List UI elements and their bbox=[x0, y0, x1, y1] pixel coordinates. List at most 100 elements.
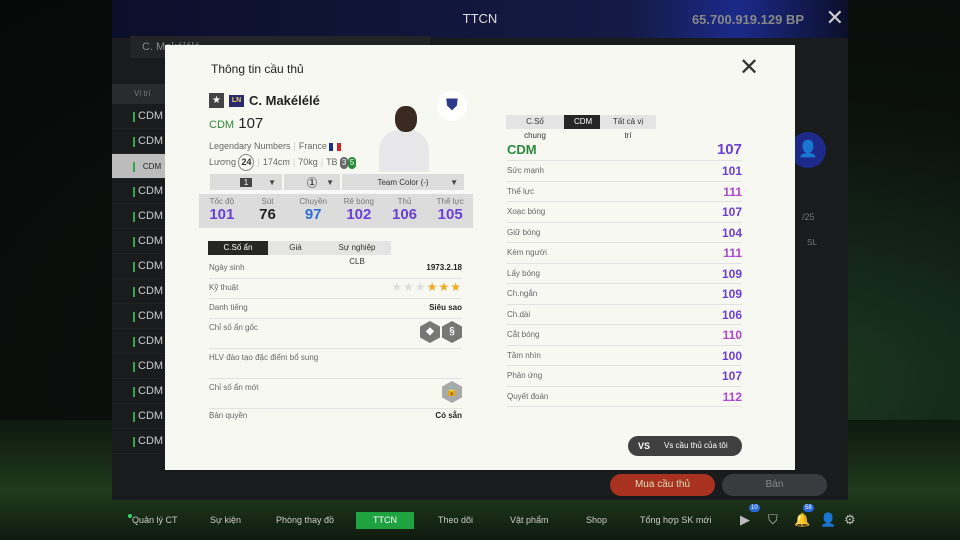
video-icon[interactable]: ▶ 10 bbox=[740, 504, 760, 527]
season-icon: LN bbox=[229, 94, 244, 107]
lock-icon[interactable]: 🔒 bbox=[442, 381, 462, 403]
compare-label: Vs cầu thủ của tôi bbox=[664, 441, 728, 450]
stat-row: Phản ứng 107 bbox=[507, 366, 742, 387]
profile-icon[interactable]: 👤 bbox=[820, 512, 837, 527]
favorite-star-icon[interactable]: ★ bbox=[209, 93, 224, 108]
position-list: Vị trí CDM CDM CDM CDM CDM CDM CDM CDM CDM CDM CDM… bbox=[112, 84, 166, 454]
fame-label: Danh tiếng bbox=[209, 303, 248, 312]
position-row[interactable]: CDM bbox=[112, 254, 166, 279]
fame-value: Siêu sao bbox=[429, 303, 462, 312]
nav-item[interactable]: Sự kiện bbox=[210, 515, 242, 525]
chevron-down-icon: ▼ bbox=[450, 177, 458, 187]
stat-row: Sức mạnh 101 bbox=[507, 161, 742, 182]
body-type: TB bbox=[326, 157, 338, 167]
tab-all-positions[interactable]: Tất cả vị trí bbox=[600, 115, 656, 140]
birth-value: 1973.2.18 bbox=[426, 263, 462, 272]
club-crest-icon: ⛊ bbox=[437, 91, 467, 121]
level-select[interactable]: 1 ▼ bbox=[284, 174, 340, 190]
count-label: /25 bbox=[802, 212, 815, 222]
sell-button[interactable]: Bán bbox=[722, 474, 827, 496]
team-color-select[interactable]: Team Color (-) ▼ bbox=[342, 174, 464, 190]
stat-row: Quyết đoán 112 bbox=[507, 387, 742, 407]
stat-label: Ch.ngắn bbox=[507, 289, 538, 298]
compare-button[interactable]: VS Vs cầu thủ của tôi bbox=[628, 436, 742, 456]
birth-row: Ngày sinh 1973.2.18 bbox=[209, 259, 462, 279]
player-chat-icon[interactable]: 👤 bbox=[790, 132, 826, 168]
season-name: Legendary Numbers bbox=[209, 141, 291, 151]
buy-button[interactable]: Mua cầu thủ bbox=[610, 474, 715, 496]
summary-stat-label: Thủ bbox=[397, 197, 412, 206]
skill-row: Kỹ thuật ★★★★★★ bbox=[209, 279, 462, 299]
tab-cdm[interactable]: CDM bbox=[564, 115, 600, 129]
upgrade-select[interactable]: 1 ▼ bbox=[210, 174, 282, 190]
player-position: CDM bbox=[209, 119, 235, 131]
right-foot-icon: 5 bbox=[348, 156, 357, 169]
stat-head-label: CDM bbox=[507, 142, 537, 157]
position-row[interactable]: CDM bbox=[112, 429, 166, 454]
panel-titlebar bbox=[112, 0, 848, 38]
position-row[interactable]: CDM bbox=[112, 304, 166, 329]
close-icon[interactable]: ✕ bbox=[739, 54, 760, 81]
star-icon: ★ bbox=[391, 280, 404, 294]
position-label: CDM bbox=[138, 410, 164, 422]
birth-label: Ngày sinh bbox=[209, 263, 245, 272]
skill-stars: ★★★★★★ bbox=[391, 278, 462, 296]
tab-club-career[interactable]: Sự nghiệp CLB bbox=[323, 241, 391, 266]
star-icon: ★ bbox=[403, 280, 415, 294]
player-name: C. Makélélé bbox=[249, 93, 320, 108]
snake-trait-icon[interactable]: § bbox=[442, 321, 462, 343]
stat-row: Lấy bóng 109 bbox=[507, 264, 742, 284]
nav-item[interactable]: Tổng hợp SK mới bbox=[640, 515, 712, 525]
weight: 70kg bbox=[298, 157, 318, 167]
nav-item[interactable]: Theo dõi bbox=[438, 515, 474, 525]
stat-value: 104 bbox=[721, 225, 742, 240]
gear-icon[interactable]: ⚙ bbox=[844, 512, 856, 527]
star-icon: ★ bbox=[438, 280, 451, 294]
position-row[interactable]: CDM bbox=[112, 154, 166, 179]
position-row[interactable]: CDM bbox=[112, 279, 166, 304]
vs-search-icon: VS bbox=[638, 441, 651, 451]
shield-icon[interactable]: ⛉ bbox=[768, 512, 778, 527]
stat-label: Cắt bóng bbox=[507, 330, 540, 339]
summary-stats: Tốc độ 101 Sút 76 Chuyền 97 Rê bóng 102 Thủ 106 Th… bbox=[199, 194, 473, 228]
position-row[interactable]: CDM bbox=[112, 129, 166, 154]
nav-item[interactable]: Vật phẩm bbox=[510, 515, 549, 525]
position-row[interactable]: CDM bbox=[112, 354, 166, 379]
position-row[interactable]: CDM bbox=[112, 404, 166, 429]
stat-value: 106 bbox=[721, 307, 742, 322]
stat-row: Tầm nhìn 100 bbox=[507, 346, 742, 366]
position-row[interactable]: CDM bbox=[112, 104, 166, 129]
bottom-nav: Quản lý CT Sự kiện Phòng thay đồ TTCN Theo d… bbox=[0, 502, 960, 540]
position-label: CDM bbox=[142, 161, 162, 171]
position-row[interactable]: CDM bbox=[112, 379, 166, 404]
summary-stat-value: 102 bbox=[346, 206, 372, 223]
nav-item[interactable]: Phòng thay đồ bbox=[276, 515, 335, 525]
position-row[interactable]: CDM bbox=[112, 179, 166, 204]
traits-label: Chỉ số ẩn gốc bbox=[209, 323, 258, 332]
stat-label: Kèm người bbox=[507, 248, 547, 257]
left-foot-icon: 3 bbox=[340, 156, 349, 169]
nav-item[interactable]: Quản lý CT bbox=[132, 515, 178, 525]
bell-icon[interactable]: 🔔 58 bbox=[794, 504, 814, 527]
tab-hidden-stats[interactable]: C.Số ẩn bbox=[208, 241, 268, 255]
summary-stat-value: 101 bbox=[209, 206, 235, 223]
license-value: Có sẵn bbox=[435, 411, 462, 420]
tab-general[interactable]: C.Số chung bbox=[506, 115, 564, 140]
stat-head-value: 107 bbox=[716, 141, 742, 158]
nav-item[interactable]: TTCN bbox=[356, 512, 414, 529]
summary-stat-value: 106 bbox=[392, 206, 418, 223]
sl-header: SL bbox=[807, 238, 817, 247]
bp-balance: 65.700.919.129 BP bbox=[691, 12, 804, 27]
close-icon[interactable]: ✕ bbox=[825, 5, 844, 30]
position-row[interactable]: CDM bbox=[112, 229, 166, 254]
stat-value: 107 bbox=[721, 369, 742, 383]
tab-price[interactable]: Giá bbox=[268, 241, 323, 255]
position-row[interactable]: CDM bbox=[112, 329, 166, 354]
new-traits-label: Chỉ số ẩn mới bbox=[209, 383, 259, 392]
player-name-row: ★ LN C. Makélélé bbox=[209, 93, 320, 108]
diamond-trait-icon[interactable]: ◆ bbox=[420, 321, 440, 343]
position-row[interactable]: CDM bbox=[112, 204, 166, 229]
nav-item[interactable]: Shop bbox=[586, 515, 608, 525]
stat-row: Ch.dài 106 bbox=[507, 305, 742, 325]
stat-label: Xoạc bóng bbox=[507, 207, 546, 216]
